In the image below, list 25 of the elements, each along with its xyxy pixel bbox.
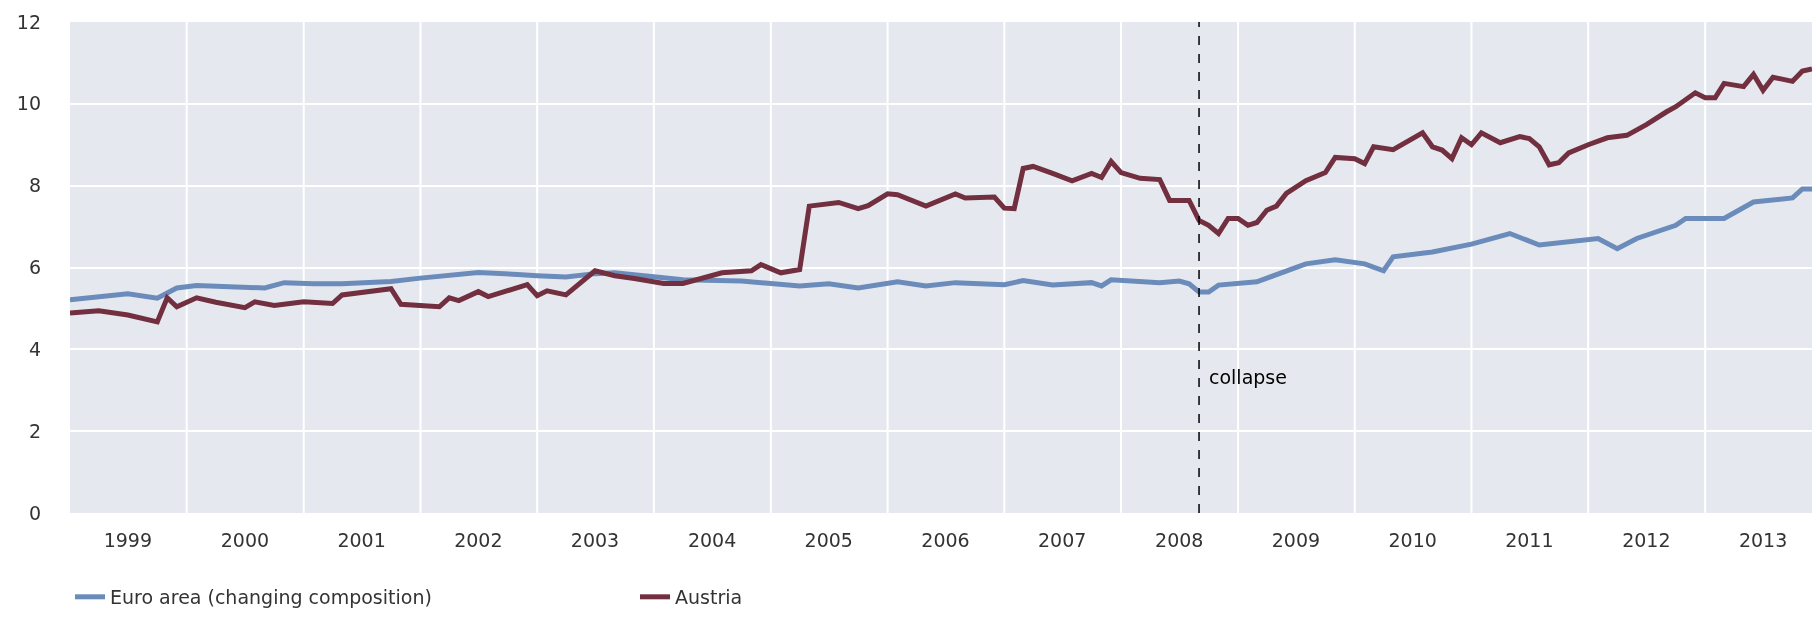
y-tick-label: 0 bbox=[28, 501, 41, 524]
y-tick-label: 10 bbox=[16, 92, 41, 115]
x-tick-label: 2005 bbox=[804, 529, 853, 551]
x-tick-label: 2000 bbox=[220, 529, 270, 551]
y-tick-label: 6 bbox=[28, 256, 41, 279]
y-tick-label: 2 bbox=[28, 419, 41, 442]
x-tick-label: 2010 bbox=[1388, 529, 1437, 551]
y-tick-label: 12 bbox=[16, 10, 41, 33]
x-tick-label: 2007 bbox=[1038, 529, 1087, 551]
x-tick-label: 2003 bbox=[570, 529, 620, 551]
x-tick-label: 2011 bbox=[1505, 529, 1554, 551]
x-tick-label: 2012 bbox=[1622, 529, 1671, 551]
legend-label: Euro area (changing composition) bbox=[110, 586, 432, 609]
legend-label: Austria bbox=[675, 586, 743, 609]
x-tick-label: 2004 bbox=[687, 529, 737, 551]
x-tick-label: 2013 bbox=[1738, 529, 1788, 551]
x-tick-label: 2008 bbox=[1155, 529, 1204, 551]
x-tick-label: 2009 bbox=[1271, 529, 1321, 551]
ref-line-label: collapse bbox=[1209, 366, 1287, 388]
y-tick-label: 8 bbox=[28, 174, 41, 197]
y-tick-label: 4 bbox=[28, 337, 41, 360]
x-tick-label: 2001 bbox=[337, 529, 386, 551]
x-tick-label: 2006 bbox=[921, 529, 970, 551]
x-tick-label: 1999 bbox=[103, 529, 153, 551]
x-tick-label: 2002 bbox=[454, 529, 503, 551]
